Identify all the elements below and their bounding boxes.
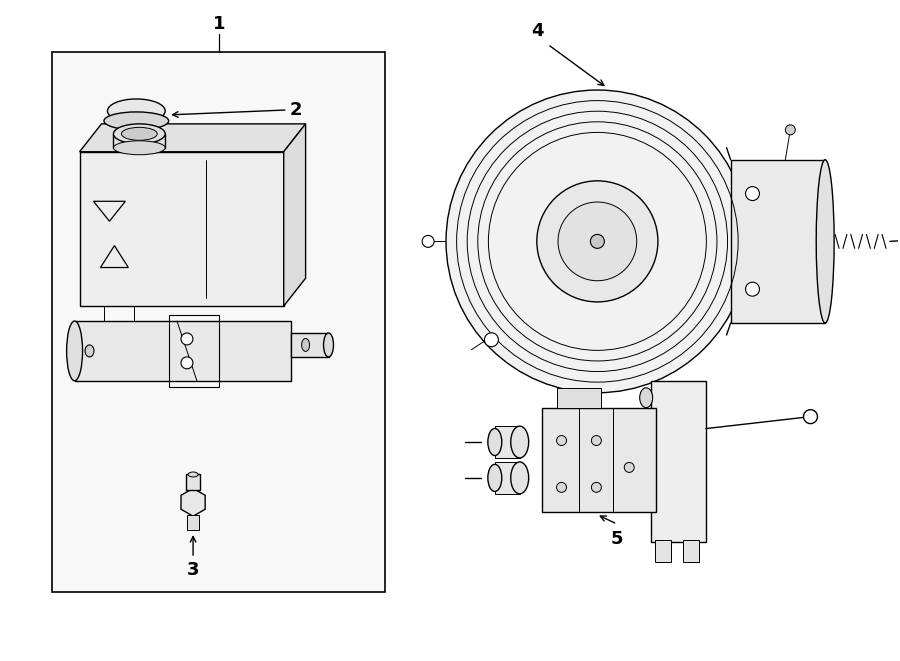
Text: 4: 4 <box>531 22 544 40</box>
Circle shape <box>558 202 636 281</box>
Circle shape <box>446 90 749 393</box>
Circle shape <box>556 483 566 492</box>
Circle shape <box>536 181 658 302</box>
Circle shape <box>591 483 601 492</box>
Bar <box>542 408 656 512</box>
Text: 2: 2 <box>290 101 302 119</box>
Ellipse shape <box>122 128 158 140</box>
Circle shape <box>181 357 193 369</box>
Text: 1: 1 <box>212 15 225 33</box>
Ellipse shape <box>510 462 528 494</box>
Circle shape <box>745 282 760 296</box>
Circle shape <box>804 410 817 424</box>
Circle shape <box>591 436 601 446</box>
Bar <box>51 52 385 592</box>
Bar <box>556 388 601 408</box>
Bar <box>495 426 519 458</box>
Bar <box>187 515 199 530</box>
Ellipse shape <box>104 112 168 130</box>
Bar <box>186 475 200 490</box>
Polygon shape <box>181 488 205 516</box>
Circle shape <box>422 235 434 247</box>
Circle shape <box>590 235 604 249</box>
Bar <box>495 462 519 494</box>
Bar <box>731 160 825 323</box>
Ellipse shape <box>113 141 166 155</box>
Ellipse shape <box>488 428 502 455</box>
Polygon shape <box>284 124 306 306</box>
Ellipse shape <box>107 99 166 123</box>
Circle shape <box>786 125 796 135</box>
Circle shape <box>556 436 566 446</box>
Circle shape <box>181 333 193 345</box>
Ellipse shape <box>323 333 334 357</box>
Bar <box>75 321 291 381</box>
Circle shape <box>484 332 499 347</box>
Ellipse shape <box>188 472 198 477</box>
Polygon shape <box>79 152 284 306</box>
Ellipse shape <box>640 388 652 408</box>
Text: 5: 5 <box>611 530 624 548</box>
Ellipse shape <box>67 321 83 381</box>
Polygon shape <box>79 124 306 152</box>
Ellipse shape <box>816 160 834 323</box>
Ellipse shape <box>302 338 310 352</box>
Bar <box>655 540 671 562</box>
Ellipse shape <box>113 124 166 144</box>
Circle shape <box>745 186 760 200</box>
Bar <box>683 540 699 562</box>
Bar <box>652 381 706 542</box>
Circle shape <box>625 463 634 473</box>
Text: 3: 3 <box>187 561 199 579</box>
Ellipse shape <box>488 464 502 491</box>
Ellipse shape <box>510 426 528 458</box>
Bar <box>291 333 328 357</box>
Ellipse shape <box>85 345 94 357</box>
Bar <box>169 315 219 387</box>
